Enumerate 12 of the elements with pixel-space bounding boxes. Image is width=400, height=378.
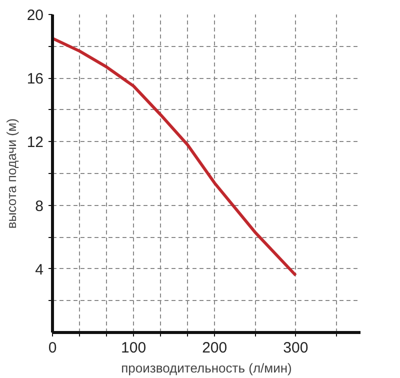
y-tick-label: 16 xyxy=(26,70,44,88)
x-tick-label: 0 xyxy=(48,340,57,356)
y-tick-label: 12 xyxy=(26,134,44,152)
x-axis-title: производительность (л/мин) xyxy=(121,360,292,376)
y-tick-label: 8 xyxy=(35,198,44,215)
y-tick-label: 4 xyxy=(35,261,44,278)
x-tick-label: 300 xyxy=(283,340,308,356)
x-tick-label: 200 xyxy=(202,340,228,356)
x-tick-label: 100 xyxy=(121,340,146,356)
y-axis-title: высота подачи (м) xyxy=(4,118,19,229)
line-series xyxy=(52,36,298,277)
y-tick-label: 20 xyxy=(26,7,44,24)
